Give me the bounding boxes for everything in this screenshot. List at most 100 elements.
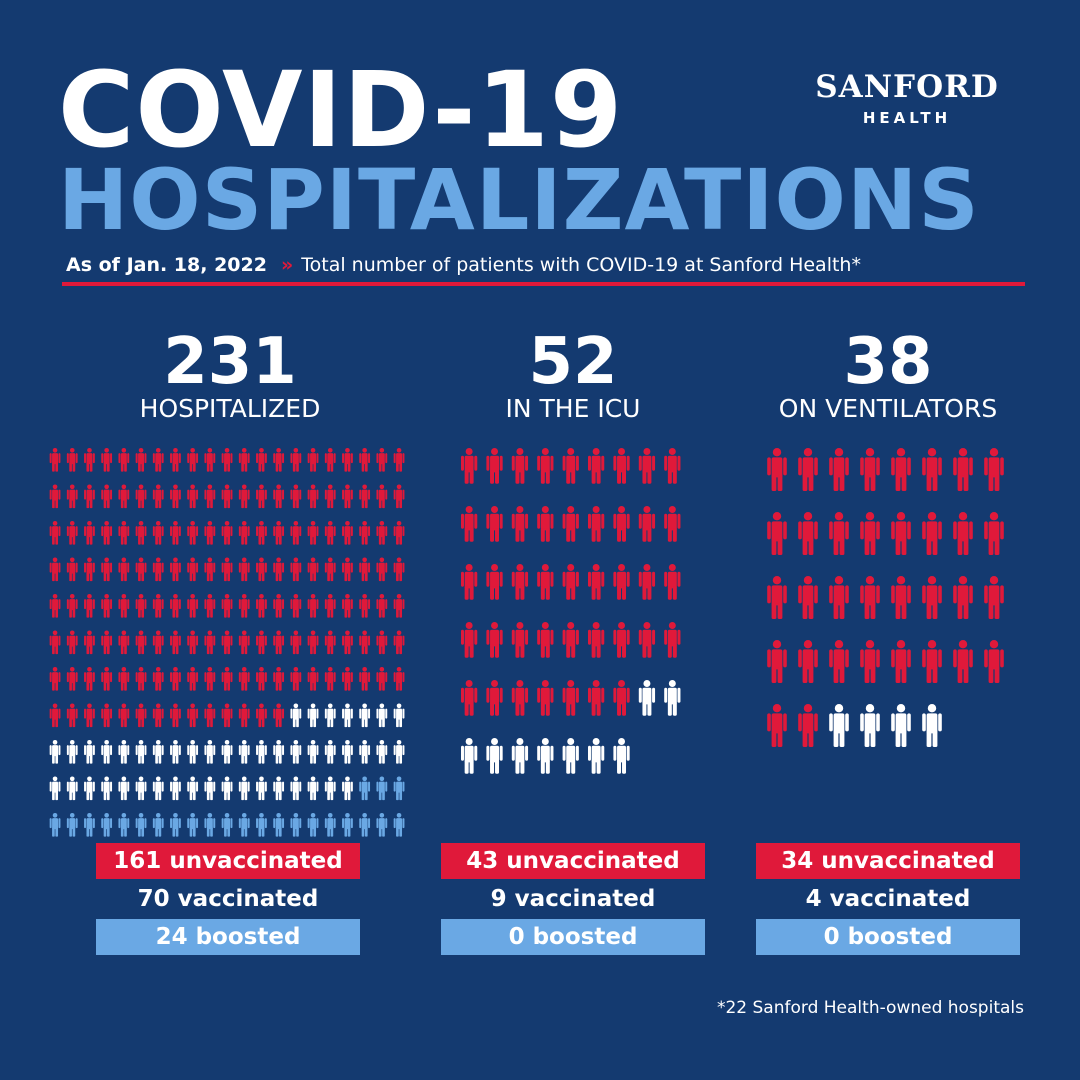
person-icon-vaccinated [307, 776, 319, 801]
person-icon-unvaccinated [891, 576, 911, 619]
people-icon-grid [767, 448, 1004, 747]
person-icon-vaccinated [307, 740, 319, 764]
person-icon-unvaccinated [273, 521, 285, 545]
person-icon-unvaccinated [767, 640, 787, 683]
person-icon-unvaccinated [393, 594, 405, 618]
person-icon-unvaccinated [49, 594, 61, 618]
person-icon-unvaccinated [170, 484, 181, 509]
person-icon-unvaccinated [984, 576, 1004, 619]
person-icon-unvaccinated [84, 630, 95, 655]
person-icon-unvaccinated [221, 557, 233, 582]
person-icon-vaccinated [49, 776, 61, 801]
person-icon-unvaccinated [135, 557, 147, 582]
person-icon-unvaccinated [101, 521, 113, 545]
person-icon-unvaccinated [511, 564, 529, 600]
person-icon-vaccinated [170, 740, 181, 764]
person-icon-unvaccinated [170, 594, 181, 618]
person-icon-vaccinated [238, 740, 250, 764]
person-icon-unvaccinated [342, 484, 353, 509]
person-icon-unvaccinated [486, 448, 503, 484]
person-icon-unvaccinated [66, 703, 78, 728]
person-icon-unvaccinated [613, 448, 630, 484]
person-icon-unvaccinated [170, 703, 181, 728]
person-icon-unvaccinated [486, 506, 503, 542]
person-icon-unvaccinated [290, 667, 302, 691]
person-icon-unvaccinated [891, 640, 911, 683]
person-icon-unvaccinated [307, 448, 319, 472]
person-icon-unvaccinated [152, 703, 164, 728]
person-icon-unvaccinated [798, 576, 818, 619]
person-icon-vaccinated [118, 740, 130, 764]
person-icon-unvaccinated [587, 564, 605, 600]
person-icon-unvaccinated [118, 667, 130, 691]
person-icon-unvaccinated [101, 484, 113, 509]
person-icon-unvaccinated [953, 512, 973, 555]
person-icon-unvaccinated [359, 521, 371, 545]
person-icon-boosted [152, 813, 164, 837]
person-icon-unvaccinated [238, 630, 250, 655]
person-icon-unvaccinated [170, 630, 181, 655]
person-icon-vaccinated [101, 740, 113, 764]
person-icon-unvaccinated [511, 680, 529, 716]
person-icon-vaccinated [135, 740, 147, 764]
person-icon-boosted [170, 813, 181, 837]
person-icon-unvaccinated [359, 484, 371, 509]
person-icon-vaccinated [290, 703, 302, 728]
stat-label: IN THE ICU [505, 394, 641, 423]
person-icon-vaccinated [324, 776, 336, 801]
person-icon-unvaccinated [460, 448, 478, 484]
stat-ventilators: 38 ON VENTILATORS [718, 330, 1058, 423]
person-icon-vaccinated [84, 740, 95, 764]
person-icon-unvaccinated [376, 557, 388, 582]
person-icon-unvaccinated [256, 484, 267, 509]
person-icon-unvaccinated [135, 484, 147, 509]
person-icon-unvaccinated [376, 448, 388, 472]
person-icon-unvaccinated [256, 630, 267, 655]
person-icon-unvaccinated [342, 448, 353, 472]
person-icon-unvaccinated [187, 667, 199, 691]
person-icon-vaccinated [860, 704, 880, 747]
person-icon-unvaccinated [221, 594, 233, 618]
person-icon-vaccinated [66, 740, 78, 764]
footnote: *22 Sanford Health-owned hospitals [716, 998, 1024, 1018]
person-icon-unvaccinated [984, 448, 1004, 491]
person-icon-unvaccinated [342, 521, 353, 545]
legend-ventilators: 34 unvaccinated 4 vaccinated 0 boosted [756, 843, 1020, 957]
boosted-label: 0 boosted [756, 919, 1020, 955]
person-icon-unvaccinated [187, 630, 199, 655]
person-icon-vaccinated [359, 703, 371, 728]
person-icon-unvaccinated [152, 557, 164, 582]
person-icon-vaccinated [221, 776, 233, 801]
person-icon-unvaccinated [460, 506, 478, 542]
person-icon-unvaccinated [256, 557, 267, 582]
person-icon-boosted [84, 813, 95, 837]
person-icon-unvaccinated [829, 640, 849, 683]
person-icon-unvaccinated [562, 622, 579, 658]
person-icon-unvaccinated [273, 484, 285, 509]
person-icon-vaccinated [290, 740, 302, 764]
person-icon-unvaccinated [290, 630, 302, 655]
person-icon-unvaccinated [118, 703, 130, 728]
person-icon-vaccinated [393, 740, 405, 764]
person-icon-unvaccinated [101, 448, 113, 472]
person-icon-unvaccinated [393, 667, 405, 691]
person-icon-unvaccinated [664, 622, 681, 658]
person-icon-unvaccinated [860, 448, 880, 491]
person-icon-unvaccinated [537, 448, 554, 484]
person-icon-unvaccinated [256, 667, 267, 691]
person-icon-unvaccinated [84, 557, 95, 582]
person-icon-unvaccinated [290, 594, 302, 618]
person-icon-unvaccinated [238, 448, 250, 472]
person-icon-boosted [238, 813, 250, 837]
person-icon-boosted [135, 813, 147, 837]
unvaccinated-label: 161 unvaccinated [96, 843, 360, 879]
person-icon-unvaccinated [891, 512, 911, 555]
person-icon-unvaccinated [798, 512, 818, 555]
person-icon-unvaccinated [324, 448, 336, 472]
person-icon-unvaccinated [829, 448, 849, 491]
person-icon-unvaccinated [221, 667, 233, 691]
person-icon-unvaccinated [860, 512, 880, 555]
vaccinated-label: 9 vaccinated [490, 886, 656, 912]
person-icon-vaccinated [829, 704, 849, 747]
person-icon-unvaccinated [486, 622, 503, 658]
